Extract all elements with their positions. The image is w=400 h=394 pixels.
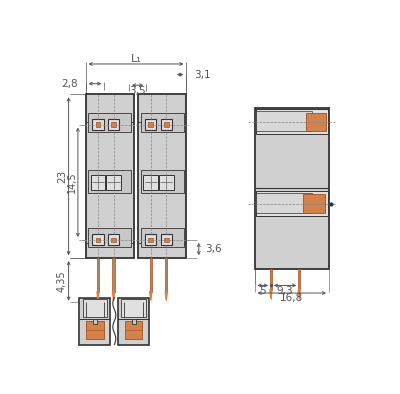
Bar bbox=[96, 123, 100, 127]
Polygon shape bbox=[298, 290, 300, 299]
Bar bbox=[108, 119, 119, 130]
Bar bbox=[145, 119, 156, 130]
Bar bbox=[148, 123, 153, 127]
Bar bbox=[92, 119, 104, 130]
Bar bbox=[82, 299, 107, 317]
Bar bbox=[88, 229, 131, 247]
Bar bbox=[256, 109, 328, 134]
Bar bbox=[141, 113, 184, 132]
Bar bbox=[150, 258, 152, 292]
Bar bbox=[88, 113, 131, 132]
Bar bbox=[106, 175, 121, 190]
Bar bbox=[141, 171, 184, 193]
Text: 16,8: 16,8 bbox=[280, 294, 304, 303]
Bar bbox=[141, 229, 184, 247]
Bar bbox=[306, 113, 326, 131]
Text: 4,35: 4,35 bbox=[57, 270, 67, 292]
Bar bbox=[138, 94, 186, 258]
Bar bbox=[298, 269, 300, 290]
Bar bbox=[91, 175, 106, 190]
Bar bbox=[111, 238, 116, 242]
Bar bbox=[93, 319, 97, 324]
Bar bbox=[86, 321, 104, 339]
Bar bbox=[125, 321, 142, 339]
Bar bbox=[159, 175, 174, 190]
Bar bbox=[164, 123, 168, 127]
Bar bbox=[80, 297, 110, 345]
Text: 3,1: 3,1 bbox=[194, 70, 211, 80]
Text: L₁: L₁ bbox=[131, 54, 142, 63]
Polygon shape bbox=[150, 292, 152, 301]
Bar bbox=[121, 299, 146, 317]
Polygon shape bbox=[165, 292, 167, 301]
Bar bbox=[132, 319, 136, 324]
Bar bbox=[256, 191, 328, 216]
Text: 3,6: 3,6 bbox=[206, 244, 222, 254]
Bar bbox=[88, 171, 131, 193]
Text: 23: 23 bbox=[57, 169, 67, 183]
Bar bbox=[86, 94, 134, 258]
Polygon shape bbox=[112, 292, 115, 301]
Bar bbox=[145, 234, 156, 245]
Bar bbox=[96, 238, 100, 242]
Bar bbox=[108, 234, 119, 245]
Bar bbox=[165, 258, 167, 292]
Polygon shape bbox=[97, 292, 99, 301]
Bar bbox=[112, 258, 115, 292]
Text: 2,8: 2,8 bbox=[61, 79, 78, 89]
Text: 3,5: 3,5 bbox=[129, 86, 146, 96]
Bar bbox=[303, 194, 325, 213]
Bar bbox=[256, 111, 312, 131]
Bar bbox=[255, 108, 329, 269]
Bar bbox=[161, 234, 172, 245]
Bar bbox=[256, 193, 312, 213]
Text: 5: 5 bbox=[260, 286, 266, 296]
Bar bbox=[143, 175, 158, 190]
Bar bbox=[270, 269, 272, 290]
Bar bbox=[164, 238, 168, 242]
Bar bbox=[111, 123, 116, 127]
Text: 14,5: 14,5 bbox=[67, 171, 77, 193]
Text: 9,3: 9,3 bbox=[277, 286, 294, 296]
Bar bbox=[148, 238, 153, 242]
Polygon shape bbox=[270, 290, 272, 299]
Bar bbox=[161, 119, 172, 130]
Bar bbox=[92, 234, 104, 245]
Bar bbox=[97, 258, 99, 292]
Bar bbox=[118, 297, 149, 345]
